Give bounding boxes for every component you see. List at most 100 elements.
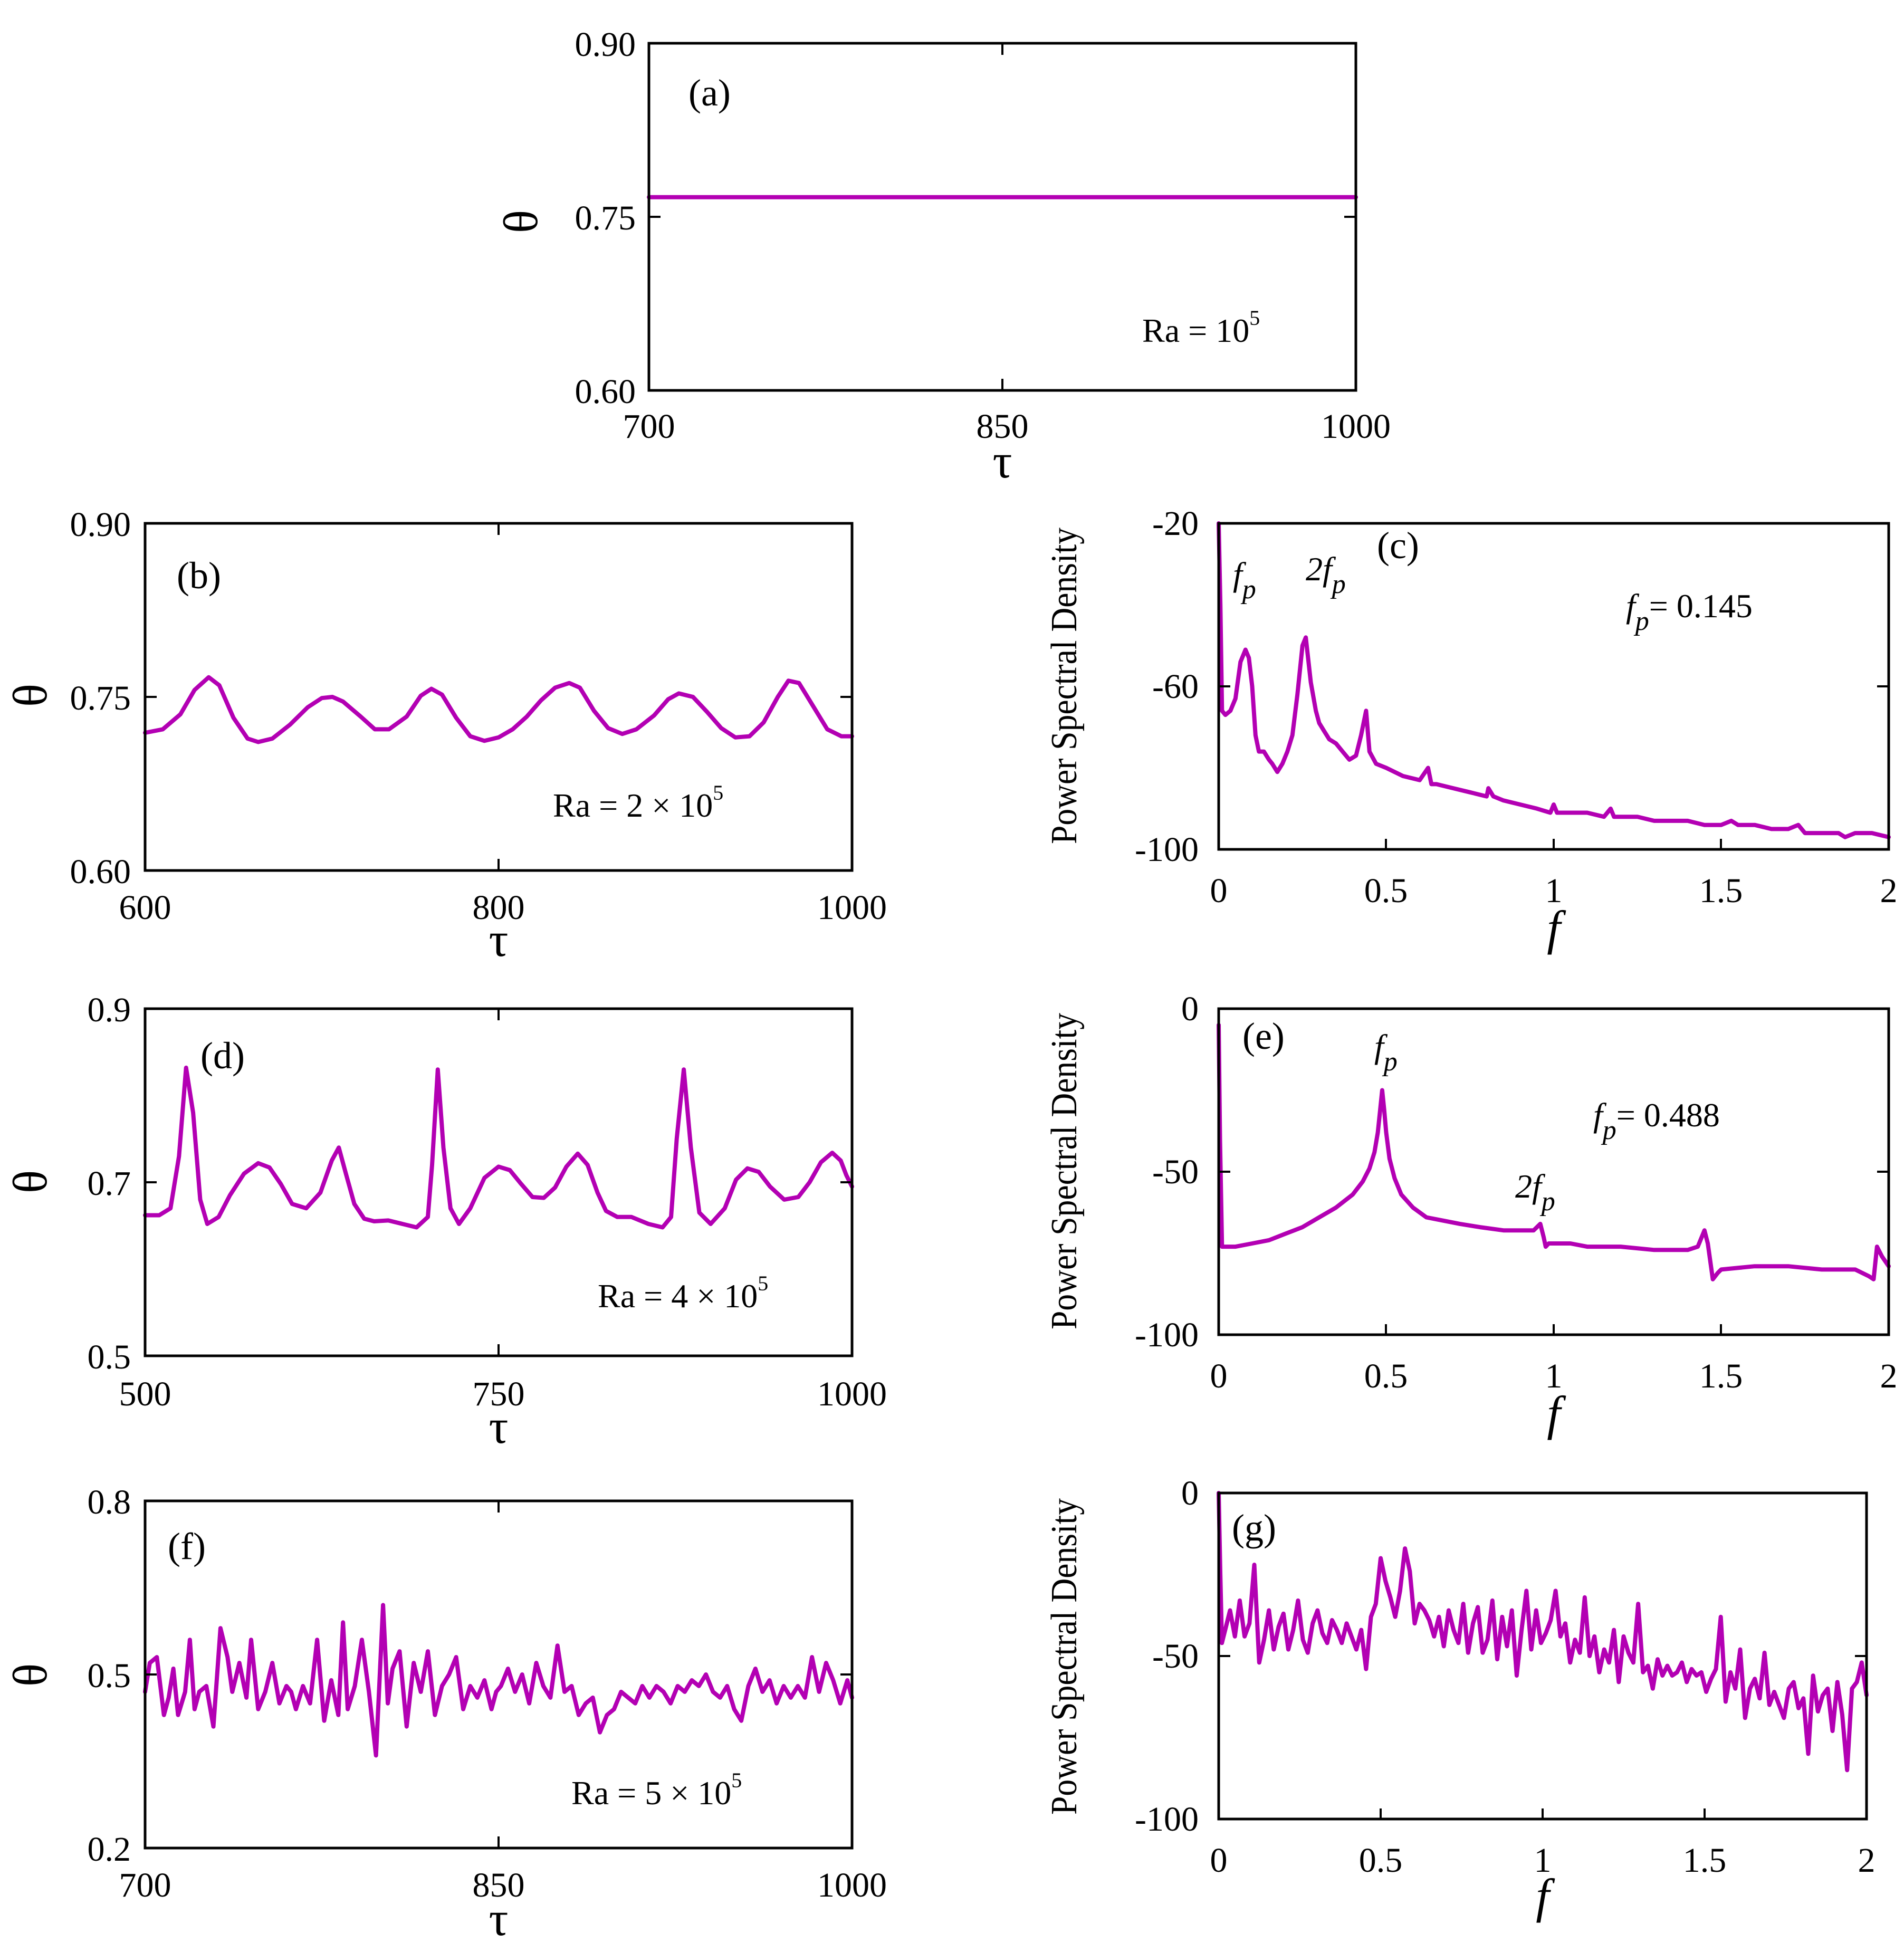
panel-label-e: (e) bbox=[1242, 1015, 1285, 1057]
series-line-f-0 bbox=[143, 1603, 854, 1758]
plot-d-series bbox=[143, 1065, 854, 1230]
panel-f: 0.2 0.5 0.8 700 850 1000 τ θ (f) Ra = 5 … bbox=[3, 1483, 887, 1943]
plot-g-series bbox=[1217, 1491, 1869, 1773]
annotation-e-fp-value: fp= 0.488 bbox=[1593, 1096, 1720, 1145]
plot-d-ticks bbox=[145, 1009, 852, 1356]
ytick-c-1: -60 bbox=[1152, 667, 1199, 706]
xtick-e-3: 1.5 bbox=[1699, 1357, 1743, 1395]
ytick-d-1: 0.7 bbox=[88, 1164, 131, 1203]
plot-c-series bbox=[1217, 521, 1891, 839]
xtick-g-0: 0 bbox=[1210, 1841, 1228, 1880]
xtick-c-1: 0.5 bbox=[1364, 872, 1408, 910]
xtick-f-0: 700 bbox=[119, 1866, 171, 1904]
ylabel-d: θ bbox=[3, 1170, 57, 1193]
panel-label-f: (f) bbox=[168, 1525, 206, 1567]
xtick-c-0: 0 bbox=[1210, 872, 1228, 910]
plot-e-series bbox=[1217, 1022, 1891, 1281]
panel-e: -100 -50 0 0 0.5 1 1.5 2 f Power Spectra… bbox=[1044, 990, 1898, 1440]
xtick-c-3: 1.5 bbox=[1699, 872, 1743, 910]
plot-a-ticks bbox=[649, 43, 1356, 390]
ytick-a-2: 0.90 bbox=[575, 25, 636, 64]
panel-c: -100 -60 -20 0 0.5 1 1.5 2 f Power Spect… bbox=[1044, 504, 1898, 955]
ytick-b-2: 0.90 bbox=[70, 505, 131, 544]
ytick-g-2: 0 bbox=[1181, 1474, 1199, 1513]
panel-b: 0.60 0.75 0.90 600 800 1000 τ θ (b) Ra =… bbox=[3, 505, 887, 966]
ytick-g-1: -50 bbox=[1152, 1637, 1199, 1676]
ytick-f-1: 0.5 bbox=[88, 1657, 131, 1695]
ylabel-f: θ bbox=[3, 1663, 57, 1687]
plot-f-ticks bbox=[145, 1501, 852, 1848]
plot-e-ticks bbox=[1219, 1171, 1889, 1335]
xtick-c-2: 1 bbox=[1545, 872, 1563, 910]
plot-a-frame bbox=[647, 42, 1357, 392]
xtick-f-1: 850 bbox=[473, 1866, 525, 1904]
plot-b-ticks bbox=[145, 523, 852, 870]
plot-f-series bbox=[143, 1603, 854, 1758]
ytick-f-2: 0.8 bbox=[88, 1483, 131, 1521]
annotation-e-2fp: 2fp bbox=[1515, 1167, 1555, 1217]
xtick-a-0: 700 bbox=[623, 407, 675, 446]
xtick-b-2: 1000 bbox=[817, 888, 887, 927]
ytick-a-0: 0.60 bbox=[575, 372, 636, 411]
xtick-g-4: 2 bbox=[1858, 1841, 1876, 1880]
ytick-e-0: -100 bbox=[1135, 1316, 1199, 1354]
xtick-d-1: 750 bbox=[473, 1375, 525, 1413]
series-line-g-0 bbox=[1217, 1491, 1869, 1773]
panel-label-a: (a) bbox=[688, 72, 731, 114]
ylabel-a: θ bbox=[494, 210, 548, 233]
xlabel-d: τ bbox=[489, 1400, 509, 1453]
xtick-c-4: 2 bbox=[1880, 872, 1898, 910]
ylabel-b: θ bbox=[3, 684, 57, 707]
panel-g: -100 -50 0 0 0.5 1 1.5 2 f Power Spectra… bbox=[1044, 1474, 1876, 1923]
ytick-c-0: -100 bbox=[1135, 830, 1199, 869]
xtick-g-3: 1.5 bbox=[1683, 1841, 1727, 1880]
ytick-b-0: 0.60 bbox=[70, 853, 131, 891]
annotation-d: Ra = 4 × 105 bbox=[598, 1271, 768, 1315]
xtick-a-2: 1000 bbox=[1321, 407, 1391, 446]
xtick-e-1: 0.5 bbox=[1364, 1357, 1408, 1395]
annotation-f: Ra = 5 × 105 bbox=[571, 1768, 742, 1812]
plot-c-ticks bbox=[1219, 685, 1889, 849]
annotation-c-fp-value: fp= 0.145 bbox=[1626, 587, 1753, 636]
xtick-e-4: 2 bbox=[1880, 1357, 1898, 1395]
xlabel-g: f bbox=[1536, 1869, 1555, 1923]
plot-e-frame bbox=[1217, 1007, 1890, 1336]
ytick-e-1: -50 bbox=[1152, 1153, 1199, 1191]
ytick-g-0: -100 bbox=[1135, 1800, 1199, 1839]
series-line-e-0 bbox=[1217, 1022, 1891, 1281]
ylabel-g: Power Spectral Density bbox=[1044, 1498, 1085, 1815]
ytick-e-2: 0 bbox=[1181, 990, 1199, 1028]
annotation-a: Ra = 105 bbox=[1142, 306, 1260, 349]
xtick-g-1: 0.5 bbox=[1359, 1841, 1403, 1880]
ytick-b-1: 0.75 bbox=[70, 679, 131, 717]
ytick-a-1: 0.75 bbox=[575, 199, 636, 237]
series-line-c-0 bbox=[1217, 521, 1891, 839]
panel-label-d: (d) bbox=[200, 1035, 245, 1077]
xtick-d-2: 1000 bbox=[817, 1375, 887, 1413]
xlabel-f: τ bbox=[489, 1892, 509, 1943]
annotation-b: Ra = 2 × 105 bbox=[553, 781, 723, 824]
plot-g-frame bbox=[1217, 1491, 1868, 1821]
ytick-f-0: 0.2 bbox=[88, 1830, 131, 1869]
panel-a: 0.60 0.75 0.90 700 850 1000 τ θ (a) Ra =… bbox=[494, 25, 1391, 488]
ylabel-c: Power Spectral Density bbox=[1044, 528, 1085, 844]
xtick-e-2: 1 bbox=[1545, 1357, 1563, 1395]
annotation-c-2fp: 2fp bbox=[1306, 550, 1346, 599]
panel-d: 0.5 0.7 0.9 500 750 1000 τ θ (d) Ra = 4 … bbox=[3, 991, 887, 1453]
panel-label-c: (c) bbox=[1377, 524, 1419, 567]
annotation-e-fp: fp bbox=[1374, 1028, 1398, 1077]
annotation-c-fp: fp bbox=[1233, 556, 1256, 605]
xtick-d-0: 500 bbox=[119, 1375, 171, 1413]
plot-f-frame bbox=[143, 1499, 854, 1850]
xtick-b-0: 600 bbox=[119, 888, 171, 927]
series-line-d-0 bbox=[143, 1065, 854, 1230]
xlabel-a: τ bbox=[993, 434, 1012, 488]
xtick-g-2: 1 bbox=[1534, 1841, 1552, 1880]
plot-g-ticks bbox=[1219, 1655, 1867, 1819]
xtick-f-2: 1000 bbox=[817, 1866, 887, 1904]
plot-b-series bbox=[143, 675, 854, 744]
xtick-e-0: 0 bbox=[1210, 1357, 1228, 1395]
panel-label-g: (g) bbox=[1232, 1507, 1276, 1549]
xtick-b-1: 800 bbox=[473, 888, 525, 927]
